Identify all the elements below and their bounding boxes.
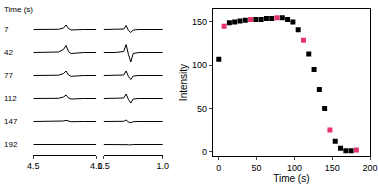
svg-text:Intensity: Intensity: [178, 64, 189, 101]
svg-text:150: 150: [192, 17, 207, 27]
svg-text:0: 0: [202, 147, 207, 157]
svg-text:42: 42: [4, 48, 13, 57]
svg-text:147: 147: [4, 117, 18, 126]
svg-text:7: 7: [4, 25, 9, 34]
svg-text:200: 200: [362, 163, 377, 173]
svg-text:150: 150: [325, 163, 340, 173]
svg-text:0: 0: [216, 163, 221, 173]
svg-text:1.5: 1.5: [97, 161, 110, 171]
svg-text:1.0: 1.0: [157, 161, 170, 171]
svg-text:77: 77: [4, 71, 13, 80]
svg-text:100: 100: [192, 60, 207, 70]
svg-text:50: 50: [197, 104, 207, 114]
svg-text:Time (s): Time (s): [273, 173, 309, 184]
svg-text:4.0: 4.0: [90, 161, 103, 171]
svg-text:Time (s): Time (s): [4, 5, 33, 14]
svg-text:112: 112: [4, 94, 17, 103]
svg-text:50: 50: [252, 163, 262, 173]
svg-text:100: 100: [287, 163, 302, 173]
svg-text:192: 192: [4, 140, 18, 149]
svg-text:4.5: 4.5: [27, 161, 40, 171]
